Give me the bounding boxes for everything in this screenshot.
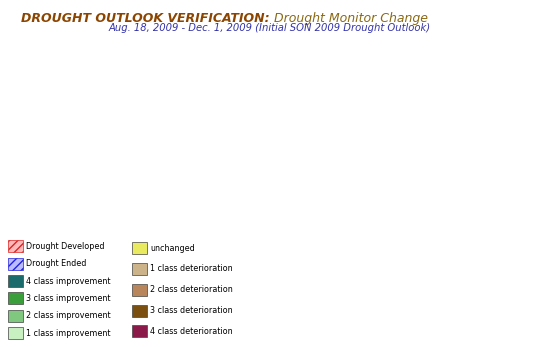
Bar — [8, 293, 23, 304]
Text: 4 class improvement: 4 class improvement — [26, 277, 111, 286]
Text: 4 class deterioration: 4 class deterioration — [151, 327, 233, 336]
Text: DROUGHT OUTLOOK VERIFICATION:: DROUGHT OUTLOOK VERIFICATION: — [22, 12, 270, 25]
Text: 2 class improvement: 2 class improvement — [26, 311, 111, 320]
Text: Drought Monitor Change: Drought Monitor Change — [270, 12, 428, 25]
Text: 1 class deterioration: 1 class deterioration — [151, 264, 233, 273]
Bar — [8, 240, 23, 252]
Bar — [132, 284, 147, 296]
Text: 3 class improvement: 3 class improvement — [26, 294, 111, 303]
Bar — [8, 310, 23, 322]
Bar — [132, 305, 147, 316]
Bar — [132, 263, 147, 275]
Bar — [132, 242, 147, 254]
Bar — [8, 327, 23, 339]
Bar — [132, 325, 147, 337]
Text: unchanged: unchanged — [151, 244, 195, 253]
Bar — [8, 258, 23, 270]
Text: Drought Developed: Drought Developed — [26, 242, 105, 251]
Text: 1 class improvement: 1 class improvement — [26, 329, 111, 338]
Text: 3 class deterioration: 3 class deterioration — [151, 306, 233, 315]
Bar — [8, 275, 23, 287]
Text: Aug. 18, 2009 - Dec. 1, 2009 (Initial SON 2009 Drought Outlook): Aug. 18, 2009 - Dec. 1, 2009 (Initial SO… — [109, 23, 431, 33]
Text: Drought Ended: Drought Ended — [26, 259, 87, 268]
Text: 2 class deterioration: 2 class deterioration — [151, 285, 233, 294]
